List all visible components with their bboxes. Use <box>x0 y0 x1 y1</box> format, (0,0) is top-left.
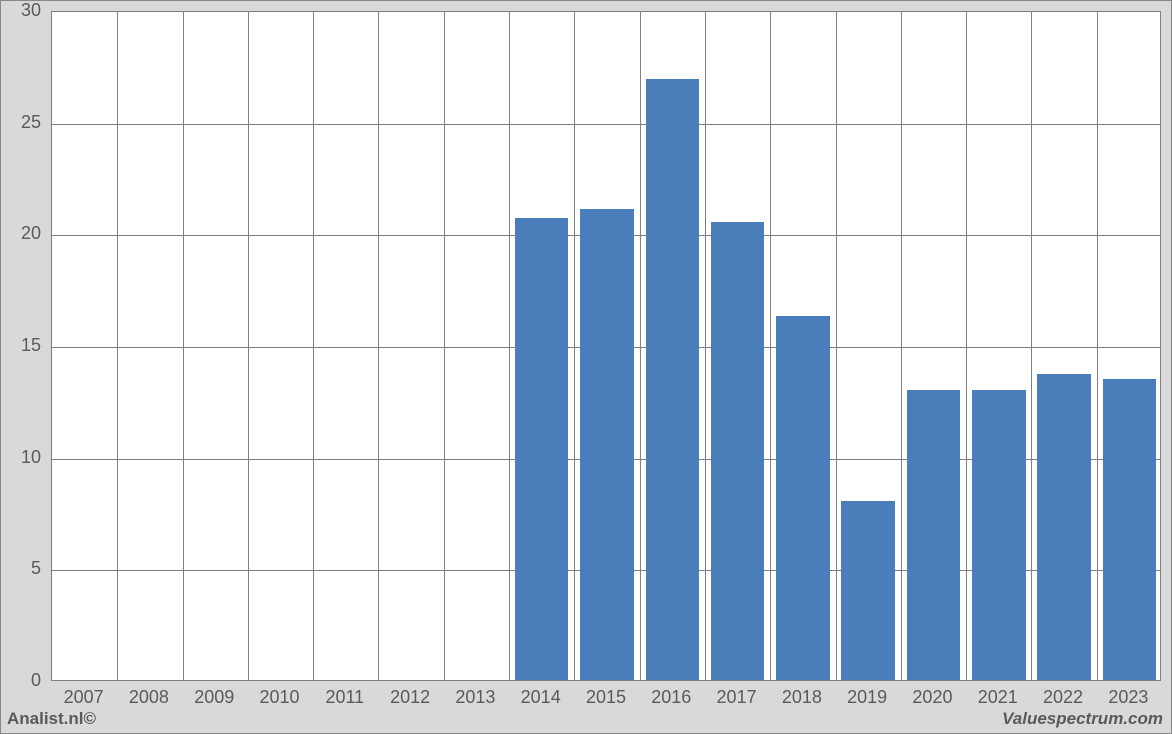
chart-frame: Analist.nl© Valuespectrum.com 0 5 10 15 20 25… <box>0 0 1172 734</box>
x-axis-label: 2023 <box>1096 687 1161 708</box>
gridline-v <box>117 12 118 680</box>
gridline-v <box>574 12 575 680</box>
x-axis-label: 2018 <box>769 687 834 708</box>
x-axis-label: 2020 <box>900 687 965 708</box>
gridline-v <box>1031 12 1032 680</box>
gridline-v <box>770 12 771 680</box>
bar <box>972 390 1026 680</box>
footer-left: Analist.nl© <box>7 709 96 729</box>
x-axis-label: 2012 <box>377 687 442 708</box>
gridline-v <box>378 12 379 680</box>
plot-area <box>51 11 1161 681</box>
bar <box>1103 379 1157 681</box>
bar <box>841 501 895 680</box>
x-axis-label: 2019 <box>835 687 900 708</box>
gridline-v <box>966 12 967 680</box>
x-axis-label: 2011 <box>312 687 377 708</box>
gridline-v <box>1097 12 1098 680</box>
x-axis-label: 2017 <box>704 687 769 708</box>
bar <box>1037 374 1091 680</box>
gridline-v <box>640 12 641 680</box>
gridline-h <box>52 124 1160 125</box>
x-axis-label: 2009 <box>182 687 247 708</box>
y-axis-label: 15 <box>1 335 41 356</box>
bar <box>515 218 569 680</box>
gridline-v <box>248 12 249 680</box>
y-axis-label: 0 <box>1 670 41 691</box>
y-axis-label: 30 <box>1 0 41 21</box>
x-axis-label: 2007 <box>51 687 116 708</box>
gridline-v <box>444 12 445 680</box>
gridline-v <box>509 12 510 680</box>
x-axis-label: 2015 <box>573 687 638 708</box>
x-axis-label: 2021 <box>965 687 1030 708</box>
gridline-v <box>313 12 314 680</box>
gridline-v <box>183 12 184 680</box>
x-axis-label: 2010 <box>247 687 312 708</box>
y-axis-label: 10 <box>1 447 41 468</box>
bar <box>907 390 961 680</box>
x-axis-label: 2016 <box>639 687 704 708</box>
y-axis-label: 20 <box>1 223 41 244</box>
bar <box>580 209 634 680</box>
bar <box>711 222 765 680</box>
x-axis-label: 2008 <box>116 687 181 708</box>
x-axis-label: 2022 <box>1030 687 1095 708</box>
bar <box>776 316 830 680</box>
bar <box>646 79 700 680</box>
x-axis-label: 2014 <box>508 687 573 708</box>
footer-right: Valuespectrum.com <box>1002 709 1163 729</box>
gridline-v <box>836 12 837 680</box>
gridline-v <box>901 12 902 680</box>
gridline-v <box>705 12 706 680</box>
y-axis-label: 25 <box>1 112 41 133</box>
y-axis-label: 5 <box>1 558 41 579</box>
x-axis-label: 2013 <box>443 687 508 708</box>
